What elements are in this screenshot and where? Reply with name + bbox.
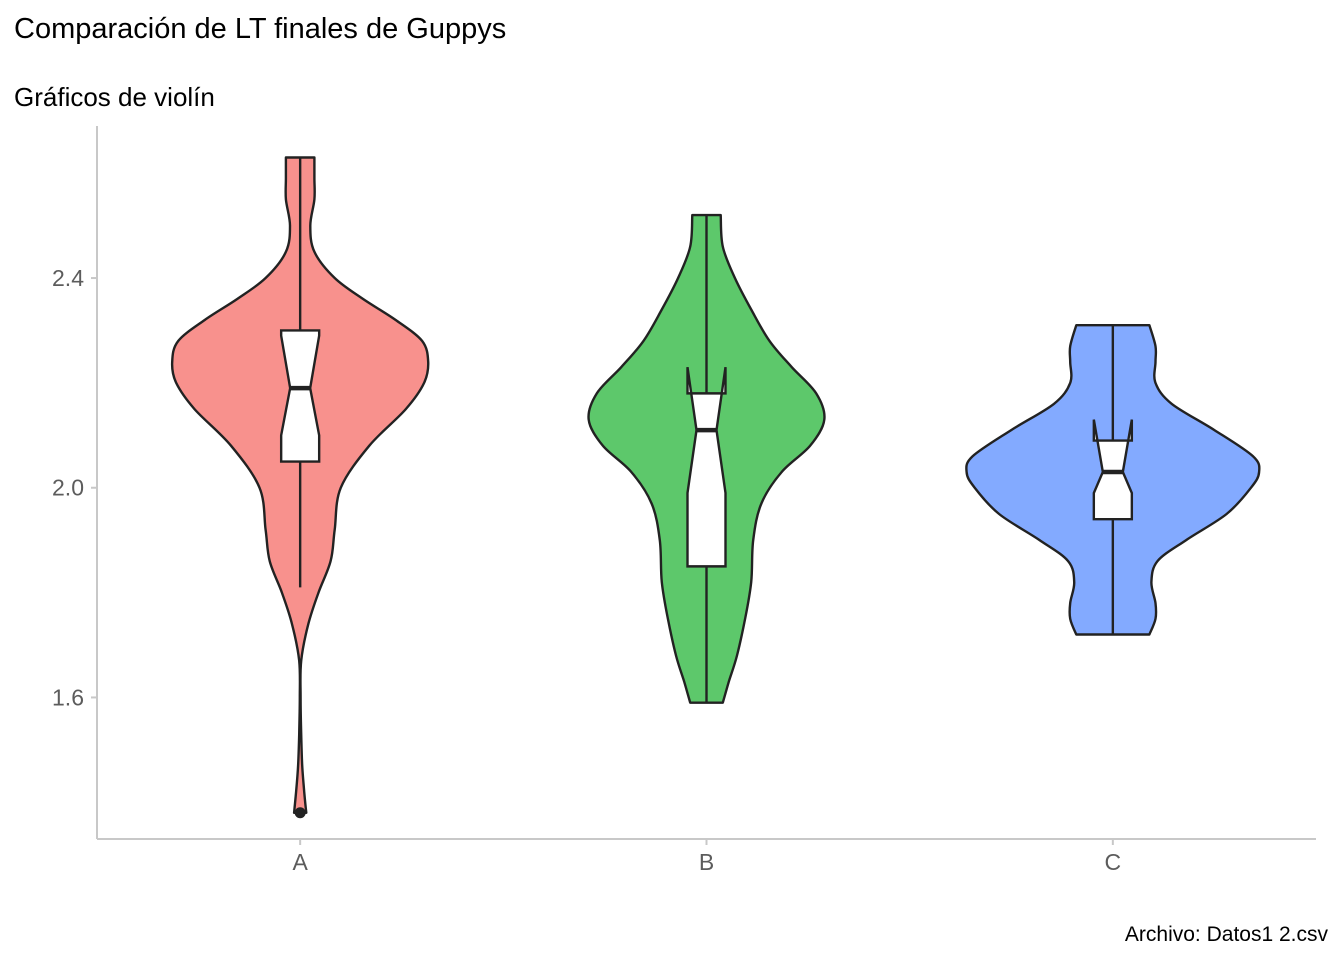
box-b [686, 366, 727, 568]
plot-area [170, 156, 1261, 819]
x-tick-label-a: A [292, 849, 308, 875]
chart-title: Comparación de LT finales de Guppys [14, 13, 506, 45]
box-a [279, 329, 321, 463]
y-tick-label: 2.4 [52, 265, 84, 291]
x-tick-label-b: B [699, 849, 714, 875]
y-tick-label: 1.6 [52, 684, 84, 710]
box-c [1092, 419, 1134, 521]
outlier-point [294, 807, 306, 819]
x-tick-label-c: C [1105, 849, 1122, 875]
y-tick-label: 2.0 [52, 475, 84, 501]
chart-subtitle: Gráficos de violín [14, 82, 215, 112]
chart-caption: Archivo: Datos1 2.csv [1125, 923, 1329, 946]
